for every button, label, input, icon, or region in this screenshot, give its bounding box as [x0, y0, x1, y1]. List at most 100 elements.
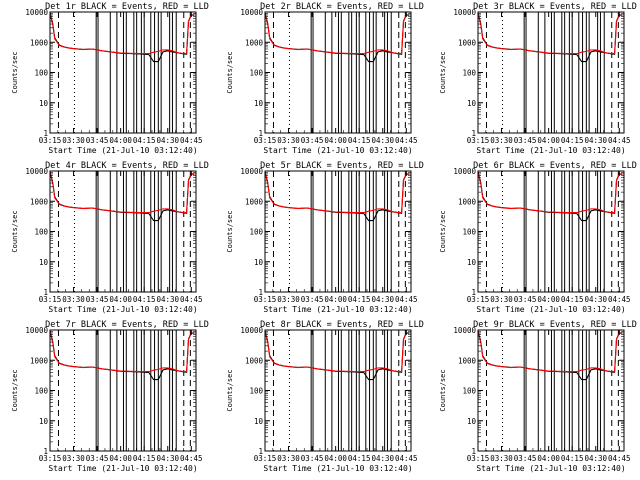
x-tick-label: 03:45 [86, 136, 109, 145]
plot-area [478, 330, 623, 451]
x-tick-label: 04:30 [584, 295, 607, 304]
x-tick-label: 03:45 [301, 454, 324, 463]
x-tick-label: 03:15 [39, 454, 62, 463]
y-tick-label: 100 [462, 387, 476, 396]
y-tick-label: 10000 [453, 8, 476, 17]
y-tick-label: 10 [39, 99, 49, 108]
series-line-2 [478, 172, 623, 214]
x-tick-label: 03:30 [490, 295, 513, 304]
y-tick-label: 10000 [453, 326, 476, 335]
x-tick-label: 03:15 [254, 136, 277, 145]
series-line-2 [478, 13, 623, 55]
y-axis-label: Counts/sec [439, 51, 447, 93]
x-tick-label: 04:45 [395, 454, 418, 463]
chart-panel-2: 1 10 100 1000 10000 03:15 03:30 03:45 04:00 04:15… [226, 2, 424, 155]
y-tick-label: 10000 [453, 167, 476, 176]
y-tick-label: 100 [34, 387, 48, 396]
x-tick-label: 04:15 [561, 136, 584, 145]
chart-title: Det 5r BLACK = Events, RED = LLD [260, 161, 424, 171]
x-tick-label: 04:15 [133, 454, 156, 463]
x-tick-label: 04:15 [561, 295, 584, 304]
x-tick-label: 03:15 [39, 295, 62, 304]
plot-area [478, 12, 623, 133]
x-tick-label: 04:00 [109, 454, 132, 463]
chart-panel-6: 1 10 100 1000 10000 03:15 03:30 03:45 04:00 04:15… [439, 161, 637, 314]
x-tick-label: 04:45 [395, 136, 418, 145]
y-tick-label: 10 [254, 258, 264, 267]
y-tick-label: 100 [462, 69, 476, 78]
x-tick-label: 04:30 [371, 136, 394, 145]
chart-title: Det 2r BLACK = Events, RED = LLD [260, 2, 424, 12]
y-tick-label: 10 [467, 417, 477, 426]
y-axis-label: Counts/sec [11, 51, 19, 93]
y-tick-label: 1 [258, 447, 263, 456]
chart-panel-7: 1 10 100 1000 10000 03:15 03:30 03:45 04:00 04:15… [11, 320, 209, 473]
y-tick-label: 1 [258, 129, 263, 138]
x-tick-label: 04:00 [537, 295, 560, 304]
x-tick-label: 03:30 [277, 136, 300, 145]
x-tick-label: 04:00 [324, 295, 347, 304]
plot-area [265, 12, 410, 133]
y-tick-label: 1000 [30, 197, 49, 206]
x-tick-label: 03:45 [86, 295, 109, 304]
x-tick-label: 04:15 [348, 454, 371, 463]
y-tick-label: 1000 [458, 356, 477, 365]
x-tick-label: 03:15 [467, 454, 490, 463]
x-tick-label: 03:15 [467, 295, 490, 304]
y-tick-label: 1000 [245, 356, 264, 365]
x-tick-label: 04:30 [156, 136, 179, 145]
x-tick-label: 04:00 [324, 136, 347, 145]
y-tick-label: 100 [249, 228, 263, 237]
x-tick-label: 04:15 [133, 295, 156, 304]
y-axis-label: Counts/sec [226, 369, 234, 411]
x-tick-label: 04:30 [371, 295, 394, 304]
x-axis-label: Start Time (21-Jul-10 03:12:40) [48, 464, 197, 473]
x-tick-label: 04:00 [109, 136, 132, 145]
series-line-2 [265, 13, 410, 55]
x-axis-label: Start Time (21-Jul-10 03:12:40) [263, 146, 412, 155]
y-tick-label: 100 [34, 69, 48, 78]
y-tick-label: 10 [39, 258, 49, 267]
y-tick-label: 1 [258, 288, 263, 297]
x-tick-label: 04:15 [348, 136, 371, 145]
plot-area [265, 330, 410, 451]
x-tick-label: 03:30 [277, 295, 300, 304]
x-tick-label: 04:00 [109, 295, 132, 304]
x-tick-label: 04:45 [608, 295, 631, 304]
x-tick-label: 03:30 [277, 454, 300, 463]
x-tick-label: 03:30 [62, 454, 85, 463]
series-line-2 [478, 331, 623, 373]
y-tick-label: 1000 [458, 38, 477, 47]
x-tick-label: 03:45 [514, 454, 537, 463]
x-tick-label: 04:00 [537, 454, 560, 463]
y-axis-label: Counts/sec [11, 369, 19, 411]
x-tick-label: 04:00 [537, 136, 560, 145]
x-tick-label: 03:30 [62, 136, 85, 145]
x-tick-label: 03:45 [514, 295, 537, 304]
x-tick-label: 04:15 [561, 454, 584, 463]
plot-area [50, 171, 195, 292]
x-tick-label: 04:45 [608, 454, 631, 463]
y-tick-label: 1000 [245, 38, 264, 47]
y-axis-label: Counts/sec [439, 210, 447, 252]
series-line-2 [265, 331, 410, 373]
y-axis-label: Counts/sec [11, 210, 19, 252]
x-tick-label: 04:30 [156, 454, 179, 463]
chart-panel-9: 1 10 100 1000 10000 03:15 03:30 03:45 04:00 04:15… [439, 320, 637, 473]
y-tick-label: 10000 [240, 8, 263, 17]
x-tick-label: 04:45 [395, 295, 418, 304]
y-tick-label: 1000 [458, 197, 477, 206]
x-tick-label: 04:45 [180, 454, 203, 463]
x-tick-label: 04:45 [180, 295, 203, 304]
y-tick-label: 10 [254, 417, 264, 426]
chart-panel-8: 1 10 100 1000 10000 03:15 03:30 03:45 04:00 04:15… [226, 320, 424, 473]
series-line-2 [265, 172, 410, 214]
y-tick-label: 1 [43, 129, 48, 138]
y-tick-label: 10000 [25, 8, 48, 17]
x-axis-label: Start Time (21-Jul-10 03:12:40) [263, 305, 412, 314]
chart-panel-5: 1 10 100 1000 10000 03:15 03:30 03:45 04:00 04:15… [226, 161, 424, 314]
y-tick-label: 1000 [30, 38, 49, 47]
chart-title: Det 4r BLACK = Events, RED = LLD [45, 161, 209, 171]
y-tick-label: 1 [471, 447, 476, 456]
chart-title: Det 1r BLACK = Events, RED = LLD [45, 2, 209, 12]
